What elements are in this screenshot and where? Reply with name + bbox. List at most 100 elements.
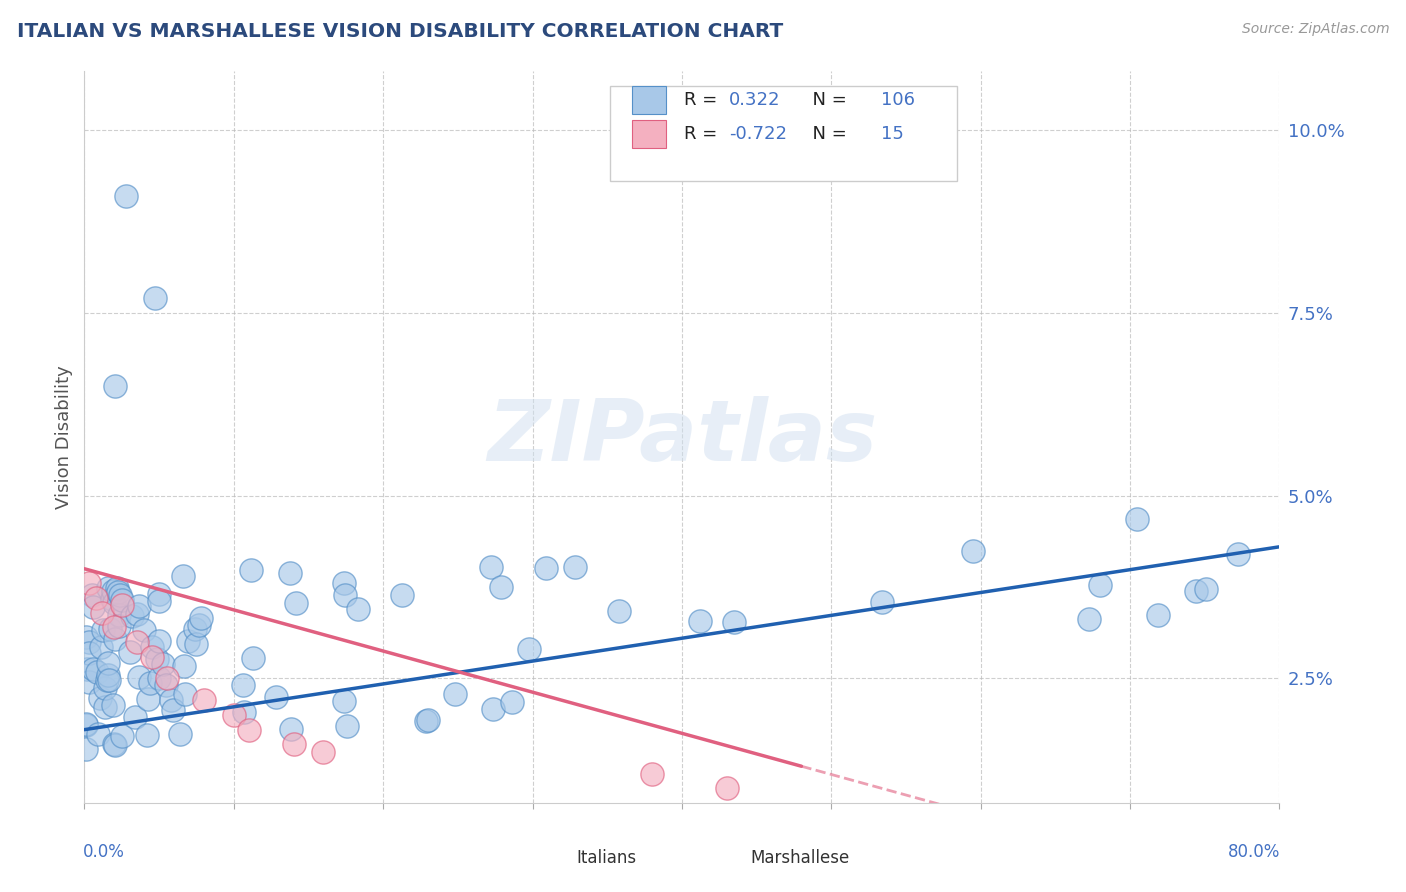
Point: [136, 692, 159, 706]
Point: [103, 737, 125, 751]
Point: [98, 622, 121, 636]
Point: [115, 188, 138, 202]
Point: [103, 620, 125, 634]
FancyBboxPatch shape: [610, 86, 957, 181]
Point: [482, 702, 505, 716]
Point: [152, 657, 174, 671]
Point: [120, 645, 142, 659]
Point: [132, 624, 155, 638]
Point: [97, 668, 120, 682]
Point: [97, 656, 120, 670]
Point: [146, 652, 169, 666]
Point: [418, 713, 440, 727]
Point: [280, 566, 302, 580]
Point: [101, 583, 124, 598]
Text: Marshallese: Marshallese: [749, 848, 849, 867]
Point: [91, 624, 114, 638]
Point: [111, 592, 134, 607]
Point: [104, 632, 127, 647]
Bar: [538, 847, 567, 869]
Point: [93, 681, 115, 696]
Point: [160, 693, 183, 707]
Point: [162, 703, 184, 717]
Text: 106: 106: [882, 91, 915, 109]
Point: [186, 637, 208, 651]
Point: [716, 781, 738, 796]
Point: [77, 635, 100, 649]
Point: [333, 693, 356, 707]
Text: -0.722: -0.722: [730, 125, 787, 144]
Point: [93, 700, 115, 714]
Text: R =: R =: [683, 91, 723, 109]
Point: [101, 698, 124, 712]
Point: [103, 596, 125, 610]
Point: [222, 708, 245, 723]
Point: [86, 665, 108, 680]
Point: [136, 728, 159, 742]
Point: [1227, 547, 1250, 561]
Point: [87, 727, 110, 741]
Point: [139, 676, 162, 690]
Point: [190, 611, 212, 625]
Point: [607, 604, 630, 618]
Point: [169, 727, 191, 741]
Text: R =: R =: [683, 125, 723, 144]
Point: [333, 575, 356, 590]
Point: [89, 690, 111, 705]
Point: [336, 719, 359, 733]
Point: [173, 659, 195, 673]
Point: [155, 672, 177, 686]
Point: [479, 560, 502, 574]
Point: [312, 745, 335, 759]
Bar: [631, 86, 666, 114]
Point: [128, 599, 150, 613]
Point: [1147, 607, 1170, 622]
Point: [107, 585, 129, 599]
Text: 0.0%: 0.0%: [83, 843, 125, 861]
Point: [723, 615, 745, 629]
Text: N =: N =: [801, 125, 852, 144]
Point: [242, 650, 264, 665]
Point: [105, 581, 128, 595]
Text: 0.322: 0.322: [730, 91, 780, 109]
Point: [534, 561, 557, 575]
Point: [1078, 612, 1101, 626]
Point: [1090, 578, 1112, 592]
Point: [75, 630, 97, 644]
Point: [489, 580, 512, 594]
Point: [501, 695, 523, 709]
Point: [101, 591, 124, 606]
Point: [104, 739, 127, 753]
Point: [188, 617, 211, 632]
Point: [564, 560, 586, 574]
Point: [75, 718, 97, 732]
Point: [391, 588, 413, 602]
Point: [641, 766, 664, 780]
Point: [108, 607, 131, 622]
Point: [124, 710, 146, 724]
Point: [76, 662, 98, 676]
Point: [517, 641, 540, 656]
Point: [75, 716, 97, 731]
Text: 80.0%: 80.0%: [1229, 843, 1281, 861]
Point: [77, 576, 100, 591]
Point: [128, 670, 150, 684]
Text: Source: ZipAtlas.com: Source: ZipAtlas.com: [1241, 22, 1389, 37]
Point: [285, 596, 308, 610]
Point: [143, 291, 166, 305]
Point: [82, 599, 104, 614]
Point: [148, 634, 170, 648]
Point: [86, 591, 108, 605]
Point: [280, 723, 302, 737]
Text: ITALIAN VS MARSHALLESE VISION DISABILITY CORRELATION CHART: ITALIAN VS MARSHALLESE VISION DISABILITY…: [17, 22, 783, 41]
Point: [104, 379, 127, 393]
Point: [91, 606, 114, 620]
Point: [141, 649, 163, 664]
Point: [239, 562, 262, 576]
Point: [77, 674, 100, 689]
Point: [97, 581, 120, 595]
Text: Italians: Italians: [576, 848, 637, 867]
Point: [110, 729, 132, 743]
Point: [347, 601, 370, 615]
Point: [232, 706, 254, 720]
